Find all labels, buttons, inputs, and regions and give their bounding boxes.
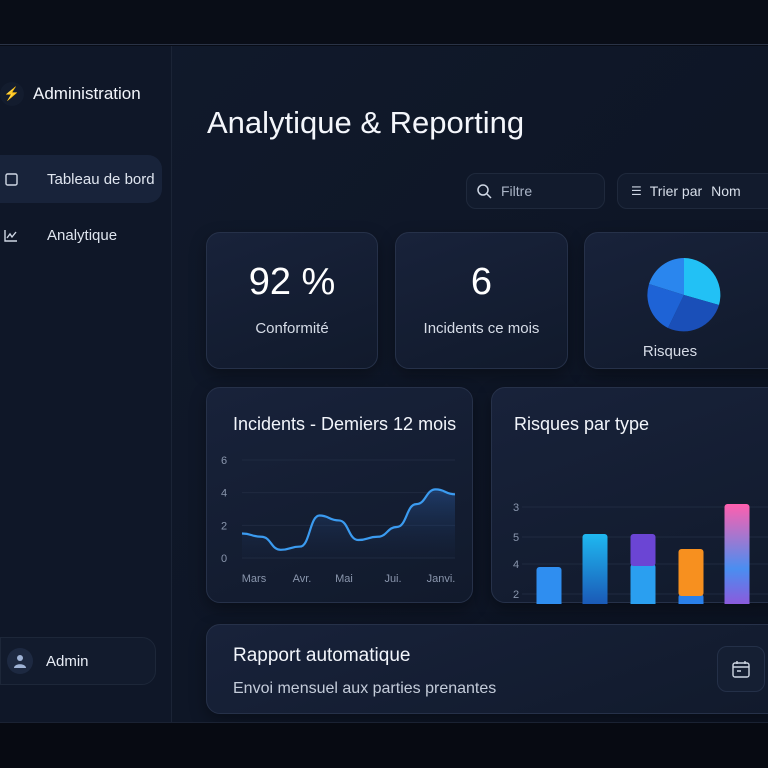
kpi-card-conformite: 92 % Conformité: [206, 232, 378, 369]
bar-chimique: [536, 567, 562, 604]
bar-segment-ergonomie: [630, 534, 656, 566]
schedule-button[interactable]: [717, 646, 765, 692]
sidebar-item-analytique[interactable]: Analytique: [0, 211, 162, 259]
bar-segment-ixcondie: [678, 549, 704, 596]
x-tick-label: Avr.: [293, 573, 312, 585]
chart-title: Incidents - Demiers 12 mois: [233, 414, 457, 434]
sort-dropdown[interactable]: ☰ Trier par Nom: [617, 173, 768, 209]
kpi-card-incidents: 6 Incidents ce mois: [395, 232, 568, 369]
brand: ⚡ Administration: [0, 82, 141, 106]
kpi-value: 6: [470, 261, 493, 303]
kpi-label: Conformité: [255, 320, 329, 337]
square-icon: [4, 172, 18, 186]
filter-placeholder: Filtre: [501, 183, 533, 199]
risk-bar-chart: 3542ChimiquePhysiqueErgonomieIxcondieEle…: [513, 502, 768, 604]
calendar-icon: [732, 661, 750, 678]
y-tick-label: 2: [513, 589, 519, 601]
kpi-value: 92 %: [248, 261, 336, 303]
sidebar-item-label: Analytique: [47, 226, 118, 244]
pie-slice: [649, 258, 684, 295]
kpi-card-risques: Risques: [584, 232, 768, 369]
bottom-bar: [0, 722, 768, 768]
app-window: ⚡ Administration Tableau de bord Analyti…: [0, 46, 768, 722]
area-fill: [242, 489, 455, 558]
pie-slice: [647, 284, 684, 328]
kpi-label: Risques: [642, 343, 698, 360]
lightning-icon: ⚡: [0, 82, 24, 106]
search-icon: [477, 184, 492, 199]
risk-type-chart-card: Risques par type 3542ChimiquePhysiqueErg…: [491, 387, 768, 604]
brand-title: Administration: [33, 84, 141, 103]
report-card: Rapport automatique Envoi mensuel aux pa…: [206, 624, 768, 714]
incidents-chart-card: Incidents - Demiers 12 mois 6 4 2 0 Mars Avr.…: [206, 387, 473, 603]
pie-slice: [684, 258, 721, 305]
y-tick-label: 2: [221, 520, 227, 532]
y-tick-label: 4: [513, 559, 519, 571]
bar-ixcondie: [678, 594, 704, 604]
report-subtitle: Envoi mensuel aux parties prenantes: [233, 680, 497, 697]
list-icon: ☰: [631, 184, 642, 198]
sidebar: ⚡ Administration Tableau de bord Analyti…: [0, 46, 172, 722]
y-tick-label: 6: [221, 455, 227, 467]
report-title: Rapport automatique: [233, 645, 411, 666]
bar-physique: [582, 534, 608, 604]
x-tick-label: Mars: [242, 573, 267, 585]
user-avatar-icon: [7, 648, 33, 674]
y-tick-label: 5: [513, 532, 519, 544]
chart-title: Risques par type: [514, 414, 650, 434]
sort-label: Trier par: [649, 183, 703, 199]
bar-ergonomie: [630, 564, 656, 604]
y-tick-label: 0: [221, 553, 227, 565]
series-line: [241, 488, 456, 551]
user-name: Admin: [46, 652, 89, 670]
chart-line-icon: [4, 228, 18, 242]
incidents-line-chart: 6 4 2 0 Mars Avr. Mai Jui. Janvi.: [221, 455, 456, 585]
page-title: Analytique & Reporting: [207, 105, 525, 140]
top-bar: [0, 0, 768, 45]
y-tick-label: 3: [513, 502, 519, 514]
sort-value: Nom: [711, 183, 741, 199]
kpi-label: Incidents ce mois: [423, 320, 540, 337]
x-tick-label: Janvi.: [427, 573, 456, 585]
filter-input[interactable]: Filtre: [466, 173, 605, 209]
risk-pie-chart: [647, 258, 721, 332]
sidebar-item-tableau-de-bord[interactable]: Tableau de bord: [0, 155, 162, 203]
x-tick-label: Jui.: [384, 573, 401, 585]
bar-electrique: [724, 504, 750, 604]
pie-slice: [668, 295, 719, 332]
x-tick-label: Mai: [335, 573, 353, 585]
user-menu[interactable]: Admin: [0, 637, 156, 685]
y-tick-label: 4: [221, 488, 227, 500]
sidebar-item-label: Tableau de bord: [47, 170, 155, 188]
